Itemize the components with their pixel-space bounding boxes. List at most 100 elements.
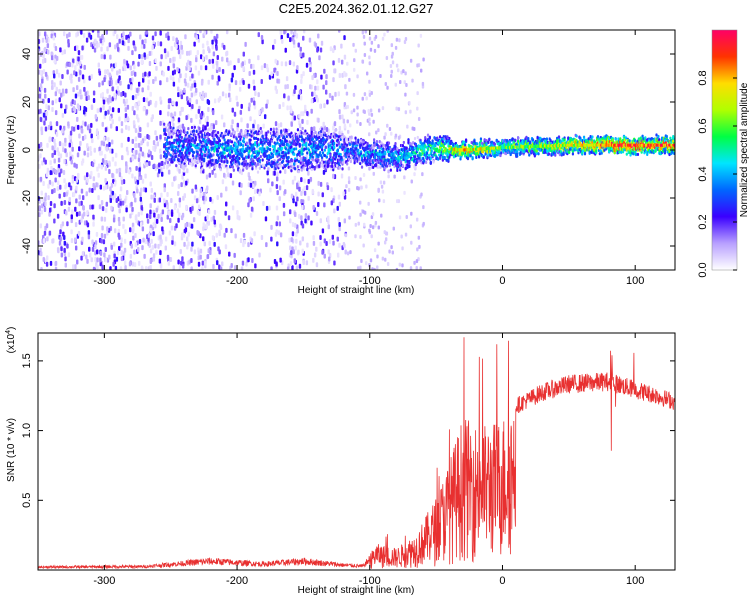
spectrogram-cell [178, 151, 182, 155]
spectrogram-cell [310, 126, 313, 132]
spectrogram-cell [120, 91, 123, 97]
spectrogram-cell [301, 236, 305, 242]
spectrogram-cell [360, 259, 363, 264]
spectrogram-cell [278, 185, 282, 191]
spectrogram-cell [250, 146, 253, 150]
spectrogram-cell [218, 158, 222, 163]
spectrogram-cell [288, 237, 291, 243]
spectrogram-cell [282, 211, 286, 217]
spectrogram-cell [303, 147, 306, 151]
spectrogram-cell [82, 211, 86, 217]
spectrogram-cell [137, 61, 140, 67]
spectrogram-cell [384, 132, 387, 137]
spectrogram-cell [71, 62, 74, 68]
spectrogram-cell [165, 199, 168, 205]
spectrogram-cell [276, 190, 279, 196]
spectrogram-cell [66, 61, 69, 67]
spectrogram-cell [212, 129, 215, 134]
spectrogram-cell [44, 93, 47, 99]
spectrogram-cell [165, 147, 169, 151]
spectrogram-cell [311, 91, 314, 97]
spectrogram-cell [42, 58, 45, 64]
spectrogram-cell [129, 31, 132, 37]
spectrogram-cell [263, 141, 266, 145]
spectrogram-cell [319, 145, 322, 149]
spectrogram-cell [310, 130, 313, 136]
spectrogram-cell [279, 122, 283, 128]
spectrogram-cell [309, 67, 312, 73]
spectrogram-cell [167, 65, 170, 71]
spectrogram-cell [248, 149, 251, 153]
spectrogram-cell [242, 144, 245, 148]
spectrogram-cell [54, 169, 58, 175]
spectrogram-cell [325, 89, 328, 95]
spectrogram-cell [104, 69, 107, 75]
spectrogram-cell [184, 72, 188, 78]
spectrogram-cell [102, 105, 105, 111]
spectrogram-cell [283, 93, 286, 99]
spectrogram-cell [101, 264, 104, 270]
spectrogram-cell [191, 73, 194, 79]
spectrogram-cell [49, 260, 53, 266]
spectrogram-cell [163, 48, 167, 54]
spectrogram-cell [105, 207, 108, 213]
spectrogram-cell [166, 52, 170, 58]
spectrogram-cell [182, 142, 185, 146]
spectrogram-cell [316, 79, 319, 85]
spectrogram-cell [151, 45, 154, 51]
spectrogram-cell [123, 238, 127, 244]
spectrogram-cell [155, 135, 159, 141]
spectrogram-cell [284, 147, 287, 151]
spectrogram-cell [229, 151, 232, 155]
spectrogram-cell [202, 226, 205, 232]
spectrogram-cell [39, 63, 42, 69]
spectrogram-cell [111, 66, 114, 72]
spectrogram-cell [191, 162, 195, 166]
spectrogram-cell [70, 218, 73, 224]
spectrogram-cell [270, 131, 274, 135]
spectrogram-cell [186, 131, 189, 135]
spectrogram-cell [213, 165, 216, 169]
spectrogram-cell [271, 135, 274, 139]
spectrogram-cell [298, 164, 301, 168]
spectrogram-cell [401, 246, 404, 251]
spectrogram-cell [146, 122, 150, 128]
spectrogram-cell [148, 61, 152, 67]
spectrogram-cell [117, 90, 120, 96]
spectrogram-cell [346, 251, 350, 256]
spectrogram-cell [124, 107, 128, 113]
spectrogram-cell [55, 55, 59, 61]
spectrogram-cell [296, 196, 299, 202]
spectrogram-cell [311, 165, 314, 169]
spectrogram-cell [338, 114, 342, 120]
spectrogram-cell [97, 172, 100, 178]
spectrogram-cell [120, 256, 124, 262]
spectrogram-cell [334, 91, 337, 97]
spectrogram-cell [363, 53, 367, 58]
spectrogram-cell [290, 121, 293, 127]
spectrogram-cell [185, 205, 188, 211]
spectrogram-cell [190, 223, 194, 229]
spectrogram-cell [147, 101, 151, 107]
spectrogram-cell [43, 120, 46, 126]
spectrogram-cell [137, 157, 141, 163]
spectrogram-cell [55, 86, 58, 92]
spectrogram-cell [251, 258, 254, 264]
spectrogram-cell [278, 104, 281, 110]
spectrogram-cell [367, 108, 370, 113]
spectrogram-cell [149, 209, 152, 215]
spectrogram-cell [114, 152, 118, 158]
spectrogram-cell [216, 260, 219, 266]
spectrogram-cell [191, 139, 195, 143]
spectrogram-cell [289, 135, 292, 139]
spectrogram-cell [73, 70, 76, 76]
spectrogram-cell [100, 199, 104, 205]
spectrogram-cell [363, 41, 366, 46]
spectrogram-cell [68, 134, 72, 140]
spectrogram-cell [274, 231, 278, 237]
spectrogram-cell [321, 130, 325, 134]
spectrogram-cell [112, 217, 116, 223]
spectrogram-cell [201, 266, 204, 270]
spectrogram-cell [113, 181, 117, 187]
spectrogram-cell [196, 209, 200, 215]
